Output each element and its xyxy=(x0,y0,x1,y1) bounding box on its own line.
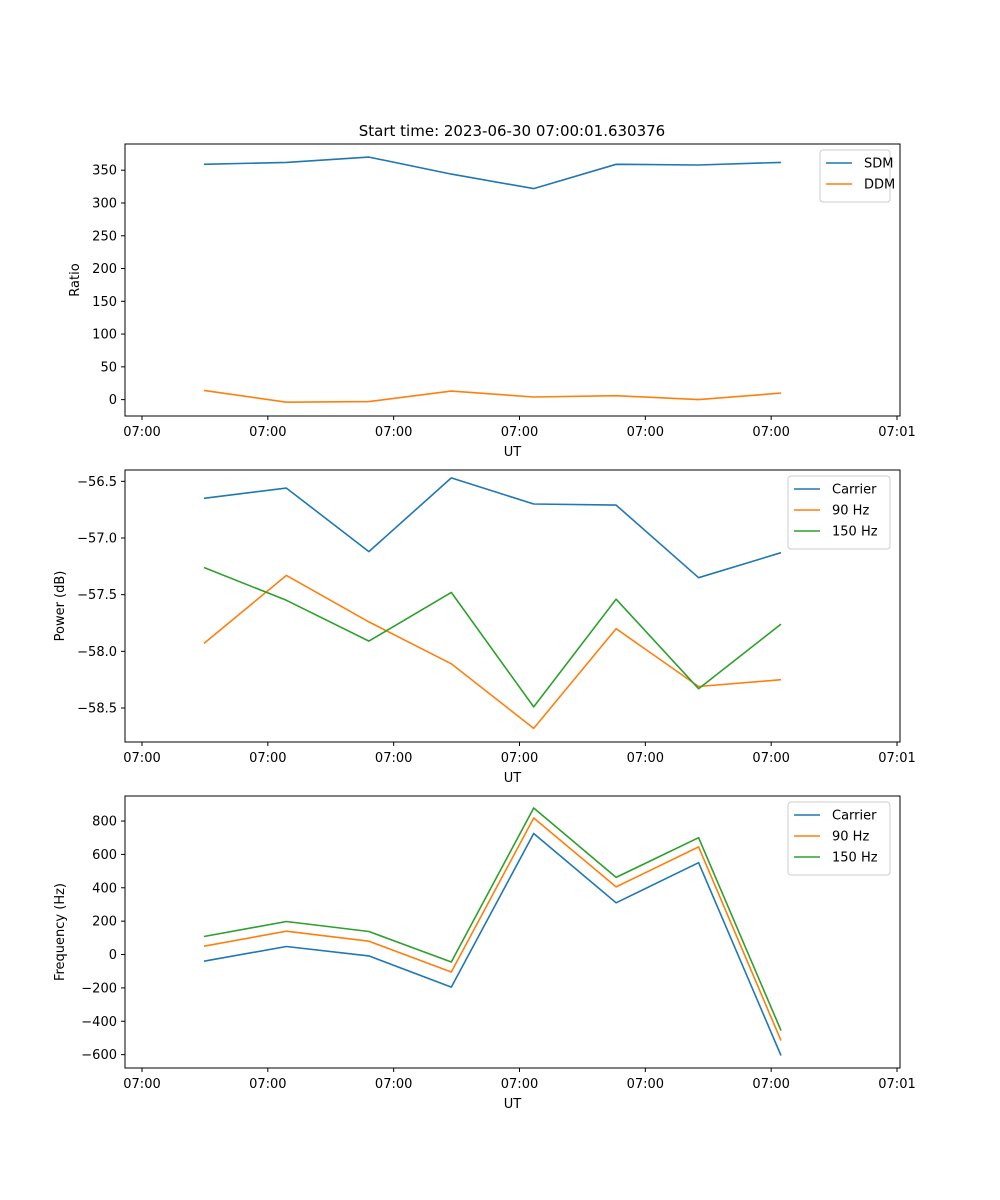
legend-label: 90 Hz xyxy=(832,830,869,845)
series-line-90-hz xyxy=(203,574,782,730)
x-tick-label: 07:00 xyxy=(627,751,664,766)
x-tick-label: 07:00 xyxy=(249,751,286,766)
y-tick-label: −400 xyxy=(81,1015,117,1030)
x-tick-label: 07:01 xyxy=(878,1077,915,1092)
y-tick-label: 200 xyxy=(92,262,117,277)
legend: Carrier 90 Hz 150 Hz xyxy=(787,475,891,550)
legend-label: 90 Hz xyxy=(832,504,869,519)
y-tick-label: −56.5 xyxy=(77,475,117,490)
y-tick-label: −57.5 xyxy=(77,588,117,603)
y-tick-label: 150 xyxy=(92,295,117,310)
y-tick-label: 800 xyxy=(92,815,117,830)
x-tick-label: 07:00 xyxy=(501,425,538,440)
x-tick-label: 07:00 xyxy=(752,1077,789,1092)
series-line-carrier xyxy=(203,477,782,579)
legend-label: Carrier xyxy=(832,809,877,824)
axes-frame xyxy=(124,143,901,417)
axes-frame xyxy=(124,795,901,1069)
x-tick-label: 07:00 xyxy=(501,1077,538,1092)
x-tick-label: 07:00 xyxy=(375,1077,412,1092)
legend-label: 150 Hz xyxy=(832,525,878,540)
y-tick-label: 350 xyxy=(92,164,117,179)
x-tick-label: 07:00 xyxy=(375,425,412,440)
x-tick-label: 07:00 xyxy=(123,1077,160,1092)
x-tick-label: 07:00 xyxy=(752,425,789,440)
y-tick-label: 600 xyxy=(92,848,117,863)
x-tick-label: 07:00 xyxy=(375,751,412,766)
series-line-150-hz xyxy=(203,566,782,708)
x-tick-label: 07:00 xyxy=(123,425,160,440)
y-axis-label: Ratio xyxy=(68,263,83,296)
y-tick-label: 400 xyxy=(92,881,117,896)
x-tick-label: 07:00 xyxy=(249,425,286,440)
y-axis-label: Frequency (Hz) xyxy=(53,883,68,981)
y-axis-label: Power (dB) xyxy=(53,571,68,642)
y-tick-label: 0 xyxy=(109,393,117,408)
series-line-sdm xyxy=(203,156,782,190)
subplot-3: −600 −400 −200 0 200 400 600 800 07:00 07:00 07:00… xyxy=(53,795,916,1112)
subplot-1: 0 50 100 150 200 250 300 350 07:00 07:00 07:00 07:0… xyxy=(68,143,916,460)
x-tick-label: 07:00 xyxy=(752,751,789,766)
subplots: 0 50 100 150 200 250 300 350 07:00 07:00 07:00 07:0… xyxy=(53,143,916,1112)
x-axis-label: UT xyxy=(504,1097,522,1112)
y-tick-label: 100 xyxy=(92,328,117,343)
x-tick-label: 07:01 xyxy=(878,751,915,766)
legend: Carrier 90 Hz 150 Hz xyxy=(787,801,891,876)
subplot-2: −58.5 −58.0 −57.5 −57.0 −56.5 07:00 07:00 07:00… xyxy=(53,469,916,786)
legend: SDM DDM xyxy=(819,149,895,203)
x-tick-label: 07:00 xyxy=(627,425,664,440)
legend-label: DDM xyxy=(864,178,895,193)
series-line-ddm xyxy=(203,389,782,404)
y-tick-label: 300 xyxy=(92,196,117,211)
x-tick-label: 07:01 xyxy=(878,425,915,440)
y-tick-label: 200 xyxy=(92,915,117,930)
axes-frame xyxy=(124,469,901,743)
x-tick-label: 07:00 xyxy=(249,1077,286,1092)
x-tick-label: 07:00 xyxy=(501,751,538,766)
y-tick-label: 250 xyxy=(92,229,117,244)
x-tick-label: 07:00 xyxy=(627,1077,664,1092)
y-tick-label: −200 xyxy=(81,981,117,996)
legend-label: Carrier xyxy=(832,483,877,498)
y-tick-label: −57.0 xyxy=(77,532,117,547)
series-line-150-hz xyxy=(203,807,782,1031)
x-axis-label: UT xyxy=(504,771,522,786)
legend-label: 150 Hz xyxy=(832,851,878,866)
series-line-carrier xyxy=(203,832,782,1056)
series-line-90-hz xyxy=(203,817,782,1041)
y-tick-label: 0 xyxy=(109,948,117,963)
chart-title: Start time: 2023-06-30 07:00:01.630376 xyxy=(359,122,665,140)
y-tick-label: −58.0 xyxy=(77,645,117,660)
y-tick-label: −58.5 xyxy=(77,702,117,717)
y-tick-label: 50 xyxy=(100,360,117,375)
x-axis-label: UT xyxy=(504,445,522,460)
legend-label: SDM xyxy=(864,157,893,172)
x-tick-label: 07:00 xyxy=(123,751,160,766)
y-tick-label: −600 xyxy=(81,1048,117,1063)
